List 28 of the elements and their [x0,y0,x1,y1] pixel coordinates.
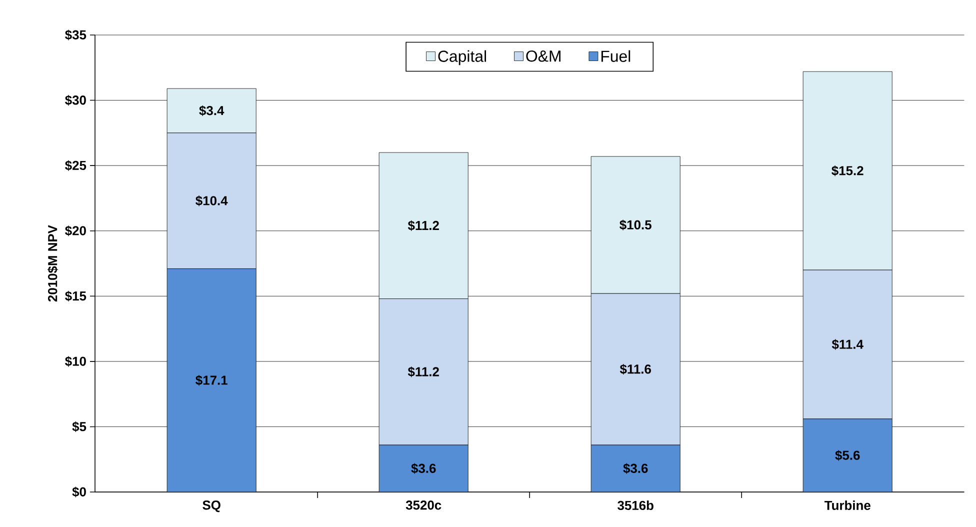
y-axis-title: 2010$M NPV [47,225,58,302]
x-tick-label: 3520c [406,500,442,510]
data-label: $10.5 [620,220,652,230]
data-label: $17.1 [196,375,228,386]
y-tick-label: $0 [72,486,86,498]
data-label: $11.6 [620,364,651,375]
y-tick-label: $30 [65,95,86,106]
data-label: $3.6 [411,463,436,474]
y-tick-label: $20 [65,226,86,236]
data-label: $15.2 [832,166,864,176]
data-label: $11.2 [408,366,439,378]
y-tick-label: $5 [72,421,86,432]
data-label: $5.6 [835,450,860,461]
legend-label: Fuel [601,50,630,62]
y-tick-label: $15 [65,290,86,302]
y-tick-label: $25 [65,160,86,171]
data-label: $3.4 [199,105,224,116]
x-tick-label: 3516b [618,500,654,510]
y-tick-label: $35 [65,30,86,40]
data-label: $3.6 [623,463,648,474]
legend-label: Capital [438,50,486,66]
data-label: $11.2 [408,220,439,231]
x-tick-label: SQ [202,500,220,512]
data-label: $11.4 [832,339,864,350]
x-tick-label: Turbine [824,500,870,510]
data-label: $10.4 [196,196,228,206]
legend-label: O&M [526,50,560,62]
y-tick-label: $10 [65,356,86,367]
